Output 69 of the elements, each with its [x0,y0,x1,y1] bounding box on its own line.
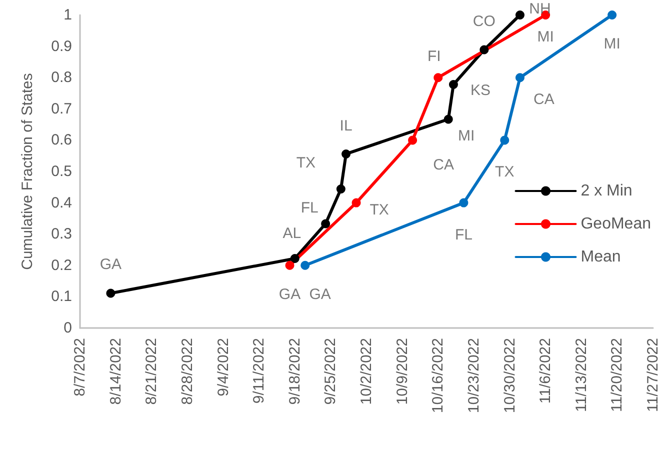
x-tick-label: 9/18/2022 [286,338,304,405]
annotation: FL [454,226,472,244]
x-tick-label: 8/28/2022 [178,338,196,405]
legend-label: GeoMean [580,216,651,232]
point [352,198,361,208]
point [106,288,116,298]
x-tick-label: 10/23/2022 [465,338,482,414]
x-tick-label: 10/16/2022 [430,338,447,414]
annotation: TX [495,164,514,181]
x-tick-label: 8/21/2022 [143,338,160,405]
point [300,260,310,270]
annotation: CO [472,13,496,30]
y-tick-label: 0.6 [51,132,72,149]
annotation: AL [282,225,302,242]
annotation: CA [433,156,454,174]
annotation: KS [470,82,490,99]
y-tick-label: 0.4 [51,194,72,212]
y-tick-label: 0 [64,320,72,336]
point [408,136,418,145]
point [480,45,489,54]
y-tick-label: 0.5 [51,163,72,180]
x-tick-label: 11/13/2022 [572,338,590,412]
x-tick-label: 11/27/2022 [644,338,662,412]
point [608,10,617,20]
annotation: CA [534,91,554,108]
y-tick-label: 0.9 [51,38,72,55]
y-tick-label: 1 [64,6,72,24]
point [500,136,510,145]
x-tick-label: 10/9/2022 [394,338,411,405]
x-tick-label: 9/4/2022 [214,338,232,396]
y-tick-label: 0.8 [51,69,72,86]
annotation: MI [458,128,475,145]
annotation: GA [278,286,301,303]
x-tick-label: 10/2/2022 [358,338,375,405]
y-tick-label: 0.3 [51,226,72,243]
point [515,10,524,20]
annotation: MI [537,28,554,46]
point [336,184,346,194]
annotation: IL [340,117,352,134]
annotation: TX [370,201,389,218]
y-tick-label: 0.2 [51,256,72,274]
annotation: MI [604,36,620,52]
x-tick-label: 9/25/2022 [322,338,340,405]
y-axis-title: Cumulative Fraction of States [19,73,36,270]
x-tick-label: 11/20/2022 [608,338,626,412]
x-tick-label: 8/14/2022 [107,338,124,405]
point [434,73,443,82]
x-tick-label: 10/30/2022 [501,338,518,414]
point [285,260,294,270]
x-tick-label: 11/6/2022 [537,338,554,404]
legend-label: Mean [580,248,621,266]
point [459,198,468,208]
point [342,149,351,158]
annotation: GA [309,286,331,303]
legend-label: 2 x Min [580,182,632,200]
annotation: NH [529,0,551,18]
x-tick-label: 9/11/2022 [250,338,268,404]
y-tick-label: 0.1 [51,288,72,306]
y-tick-label: 0.7 [51,100,72,118]
point [448,80,458,89]
annotation: FI [427,48,441,66]
annotation: GA [100,256,122,273]
point [515,73,524,82]
x-tick-label: 8/7/2022 [72,338,88,396]
annotation: FL [300,199,318,216]
point [290,254,300,264]
point [321,219,330,228]
point [444,114,453,124]
annotation: TX [296,154,316,172]
